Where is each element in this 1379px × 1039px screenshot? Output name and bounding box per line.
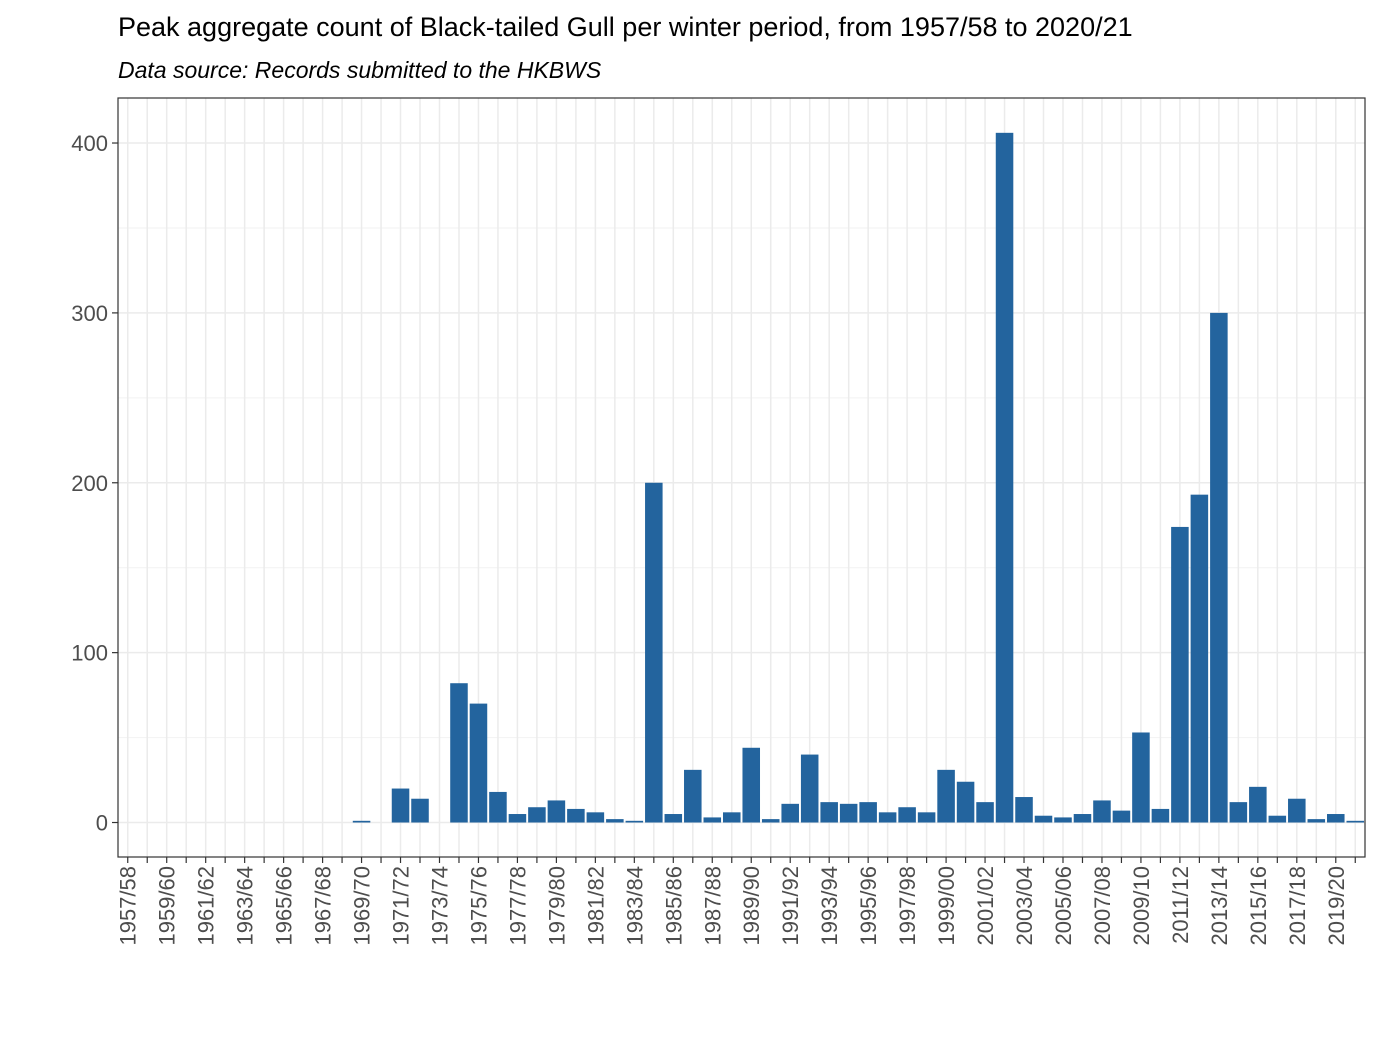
bar bbox=[878, 812, 897, 823]
bar bbox=[1054, 817, 1072, 823]
y-tick-label: 200 bbox=[71, 471, 108, 496]
bar bbox=[567, 808, 585, 823]
bar bbox=[1268, 815, 1287, 823]
x-tick-label: 1999/00 bbox=[934, 866, 959, 946]
x-tick-label: 2003/04 bbox=[1012, 866, 1037, 946]
bar bbox=[1190, 494, 1209, 823]
x-tick-label: 1987/88 bbox=[700, 866, 725, 946]
bar bbox=[800, 754, 819, 823]
bar bbox=[1229, 802, 1248, 823]
bar bbox=[917, 812, 936, 823]
bar bbox=[508, 814, 527, 823]
bar bbox=[1307, 819, 1326, 823]
x-tick-label: 1977/78 bbox=[505, 866, 530, 946]
bar bbox=[1132, 732, 1150, 823]
bar bbox=[859, 802, 877, 823]
x-tick-label: 2011/12 bbox=[1168, 866, 1193, 944]
x-tick-label: 1995/96 bbox=[856, 866, 881, 946]
bar bbox=[839, 803, 858, 823]
x-tick-label: 1979/80 bbox=[544, 866, 569, 946]
bar bbox=[547, 800, 566, 823]
bar bbox=[820, 802, 838, 823]
bar bbox=[391, 788, 410, 823]
x-tick-label: 2019/20 bbox=[1324, 866, 1349, 946]
x-tick-label: 2001/02 bbox=[973, 866, 998, 946]
bar bbox=[976, 802, 994, 823]
x-tick-label: 1961/62 bbox=[194, 866, 219, 946]
bar bbox=[450, 683, 468, 823]
bar bbox=[625, 820, 644, 823]
bar bbox=[742, 747, 761, 823]
x-tick-label: 1959/60 bbox=[155, 866, 180, 946]
bar bbox=[1171, 526, 1189, 823]
bar bbox=[1288, 798, 1306, 823]
bar bbox=[995, 132, 1014, 823]
x-tick-label: 2015/16 bbox=[1246, 866, 1271, 946]
bar bbox=[411, 798, 429, 823]
x-tick-label: 1985/86 bbox=[661, 866, 686, 946]
y-tick-label: 100 bbox=[71, 641, 108, 666]
x-tick-label: 1965/66 bbox=[272, 866, 297, 946]
x-tick-label: 1983/84 bbox=[622, 866, 647, 946]
x-tick-label: 1957/58 bbox=[116, 866, 141, 946]
x-tick-label: 2009/10 bbox=[1129, 866, 1154, 946]
bar bbox=[761, 819, 780, 823]
x-tick-label: 1973/74 bbox=[427, 866, 452, 946]
plot-border bbox=[117, 97, 1366, 858]
bar bbox=[703, 817, 722, 823]
x-tick-label: 2005/06 bbox=[1051, 866, 1076, 946]
x-tick-label: 1967/68 bbox=[311, 866, 336, 946]
x-tick-label: 1971/72 bbox=[389, 866, 414, 946]
x-tick-label: 1997/98 bbox=[895, 866, 920, 946]
bar bbox=[606, 819, 624, 823]
bar bbox=[1210, 312, 1228, 823]
bar bbox=[1015, 797, 1033, 823]
bar bbox=[1151, 808, 1170, 823]
x-tick-label: 2017/18 bbox=[1285, 866, 1310, 946]
bar bbox=[528, 807, 546, 823]
bar bbox=[684, 769, 702, 823]
bar bbox=[489, 791, 507, 823]
x-tick-label: 1993/94 bbox=[817, 866, 842, 946]
x-tick-label: 1975/76 bbox=[466, 866, 491, 946]
chart-subtitle: Data source: Records submitted to the HK… bbox=[118, 57, 602, 83]
bar bbox=[1093, 800, 1111, 823]
chart-title: Peak aggregate count of Black-tailed Gul… bbox=[118, 12, 1133, 42]
x-tick-label: 1981/82 bbox=[583, 866, 608, 946]
bar bbox=[937, 769, 955, 823]
bar bbox=[1249, 786, 1267, 823]
y-tick-label: 300 bbox=[71, 301, 108, 326]
bar bbox=[956, 781, 975, 823]
bar bbox=[645, 482, 663, 823]
bar bbox=[586, 812, 605, 823]
bar bbox=[352, 820, 371, 823]
x-tick-label: 1989/90 bbox=[739, 866, 764, 946]
x-tick-label: 2007/08 bbox=[1090, 866, 1115, 946]
bar bbox=[1112, 810, 1131, 823]
x-tick-label: 1963/64 bbox=[233, 866, 258, 946]
bar bbox=[469, 703, 488, 823]
y-tick-label: 0 bbox=[96, 811, 108, 836]
x-tick-label: 2013/14 bbox=[1207, 866, 1232, 946]
bar bbox=[781, 803, 799, 823]
bar bbox=[1073, 814, 1092, 823]
bar bbox=[1034, 815, 1053, 823]
bar bbox=[1327, 814, 1345, 823]
bar bbox=[664, 814, 683, 823]
bar bbox=[722, 812, 741, 823]
y-tick-label: 400 bbox=[71, 131, 108, 156]
bar bbox=[898, 807, 916, 823]
bar bbox=[1346, 820, 1365, 823]
x-tick-label: 1991/92 bbox=[778, 866, 803, 946]
x-tick-label: 1969/70 bbox=[350, 866, 375, 946]
